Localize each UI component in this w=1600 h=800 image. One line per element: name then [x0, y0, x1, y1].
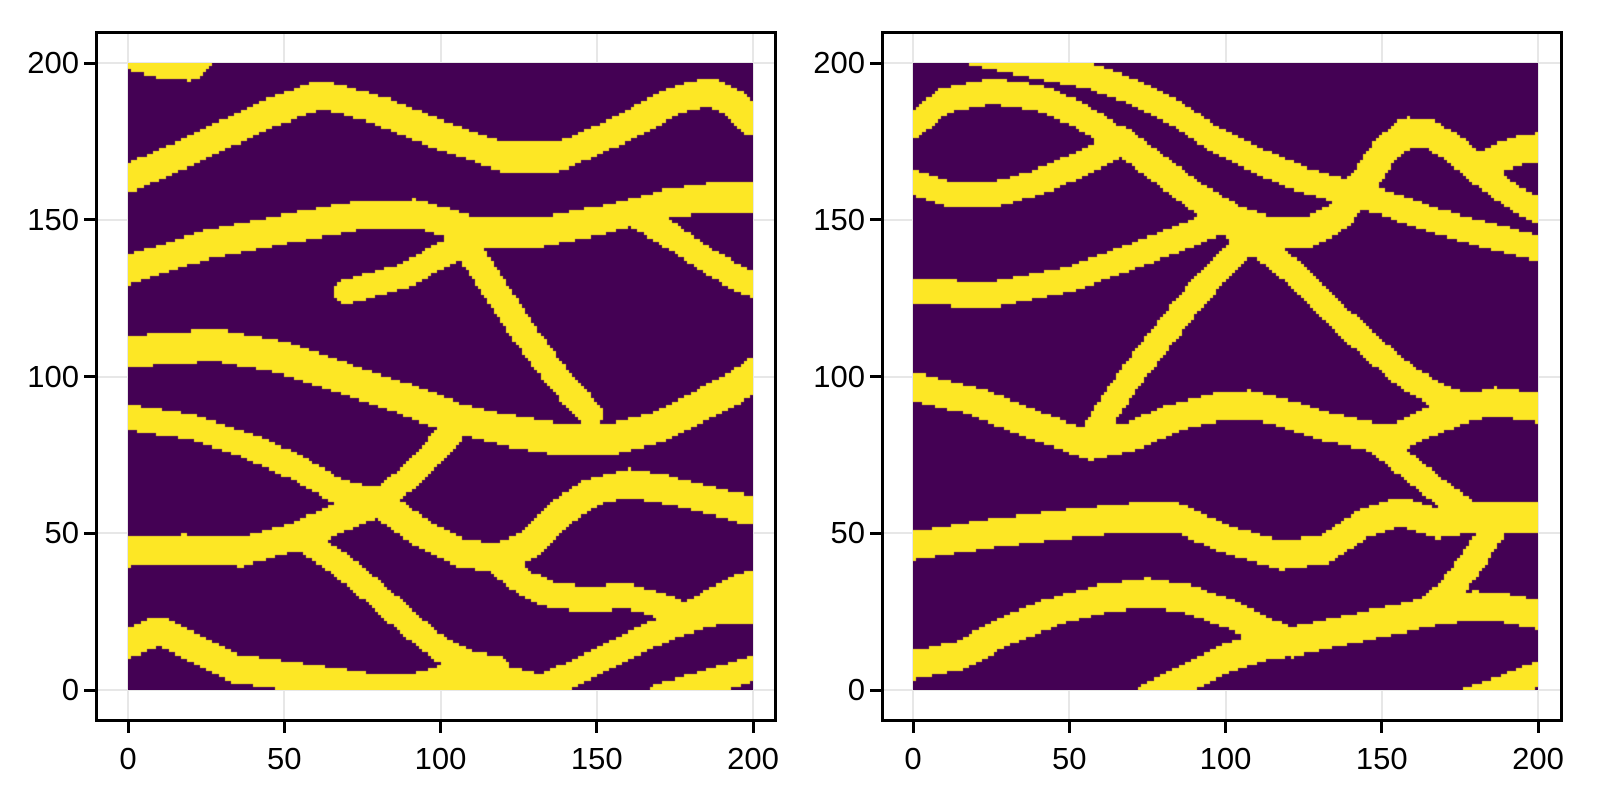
x-gridline [439, 33, 442, 720]
x-gridline [912, 33, 914, 720]
x-tick-label: 200 [727, 741, 779, 776]
x-gridline [1068, 33, 1071, 720]
y-tick-label: 50 [44, 515, 79, 551]
x-gridline [127, 33, 129, 720]
y-tick-label: 150 [27, 201, 79, 237]
x-tick-label: 0 [119, 741, 137, 776]
axis-frame [95, 31, 777, 722]
y-tick-label: 0 [61, 672, 79, 707]
x-tick-label: 150 [570, 741, 623, 776]
x-tick-mark [1380, 722, 1384, 733]
y-tick-label: 200 [27, 45, 79, 80]
x-gridline [1537, 33, 1539, 720]
x-gridline [1224, 33, 1227, 720]
y-gridline [97, 532, 775, 535]
x-tick-label: 50 [1052, 741, 1087, 776]
y-tick-mark [84, 375, 95, 378]
y-tick-label: 200 [813, 45, 865, 80]
x-gridline [1380, 33, 1383, 720]
y-tick-label: 100 [813, 358, 865, 394]
y-gridline [883, 218, 1561, 221]
x-gridline [752, 33, 754, 720]
x-tick-label: 100 [414, 741, 467, 776]
y-tick-mark [870, 688, 881, 692]
x-tick-mark [595, 722, 599, 733]
y-tick-mark [84, 61, 95, 65]
x-tick-label: 150 [1355, 741, 1408, 776]
x-tick-mark [439, 722, 442, 733]
y-gridline [883, 62, 1561, 64]
y-gridline [883, 689, 1561, 691]
x-tick-label: 50 [267, 741, 302, 776]
x-tick-mark [1067, 722, 1071, 733]
y-tick-label: 100 [27, 358, 79, 394]
y-gridline [97, 689, 775, 691]
y-tick-label: 50 [830, 515, 865, 551]
y-gridline [883, 375, 1561, 378]
heatmap-image-right [913, 63, 1538, 690]
x-tick-label: 200 [1512, 741, 1564, 776]
y-tick-mark [84, 218, 95, 222]
x-tick-label: 0 [904, 741, 922, 776]
heatmap-image-left [128, 63, 753, 690]
y-gridline [97, 62, 775, 64]
x-tick-label: 100 [1199, 741, 1252, 776]
y-tick-mark [84, 531, 95, 535]
x-tick-mark [1536, 722, 1540, 733]
y-tick-mark [870, 531, 881, 535]
y-tick-mark [84, 688, 95, 692]
x-gridline [283, 33, 286, 720]
x-tick-mark [1224, 722, 1227, 733]
y-gridline [97, 218, 775, 221]
axis-frame [881, 31, 1563, 722]
y-gridline [97, 375, 775, 378]
y-tick-mark [870, 61, 881, 65]
x-tick-mark [751, 722, 755, 733]
y-tick-label: 0 [847, 672, 865, 707]
y-gridline [883, 532, 1561, 535]
y-tick-mark [870, 218, 881, 222]
x-tick-mark [911, 722, 915, 733]
y-tick-mark [870, 375, 881, 378]
x-tick-mark [126, 722, 130, 733]
x-gridline [595, 33, 598, 720]
x-tick-mark [282, 722, 286, 733]
y-tick-label: 150 [813, 201, 865, 237]
